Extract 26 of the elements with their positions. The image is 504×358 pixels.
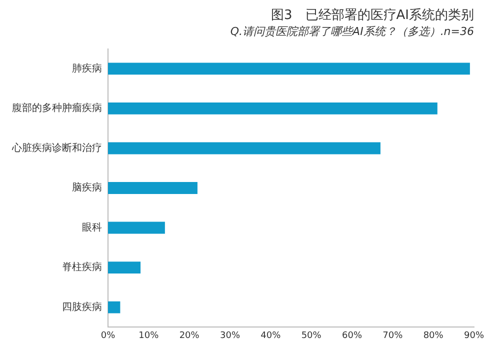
y-tick-label: 腹部的多种肿瘤疾病 xyxy=(12,102,102,114)
chart-title: 图3 已经部署的医疗AI系统的类别 xyxy=(271,8,474,24)
y-tick-label: 眼科 xyxy=(82,221,102,234)
x-tick-label: 50% xyxy=(301,330,322,341)
x-tick-label: 30% xyxy=(220,330,240,341)
x-tick-label: 80% xyxy=(423,330,444,341)
x-tick-label: 90% xyxy=(464,330,484,341)
bar xyxy=(108,301,120,314)
y-tick-label: 肺疾病 xyxy=(72,62,102,74)
y-tick-label: 脑疾病 xyxy=(72,182,102,194)
y-tick-label: 脊柱疾病 xyxy=(62,261,102,274)
bar xyxy=(108,142,380,154)
x-tick-label: 70% xyxy=(382,330,404,341)
x-tick-label: 40% xyxy=(260,330,282,341)
x-tick-label: 20% xyxy=(179,330,200,341)
bar xyxy=(108,182,198,194)
bar xyxy=(108,102,438,114)
chart-subtitle: Q.请问贵医院部署了哪些AI系统？（多选）.n=36 xyxy=(230,25,474,38)
bar xyxy=(108,222,165,234)
bar xyxy=(108,262,141,274)
x-tick-label: 0% xyxy=(100,330,116,341)
y-tick-label: 四肢疾病 xyxy=(62,300,102,313)
y-tick-label: 心脏疾病诊断和治疗 xyxy=(11,142,102,154)
bar xyxy=(108,62,470,75)
x-tick-label: 10% xyxy=(138,330,160,341)
x-tick-label: 60% xyxy=(342,330,362,341)
